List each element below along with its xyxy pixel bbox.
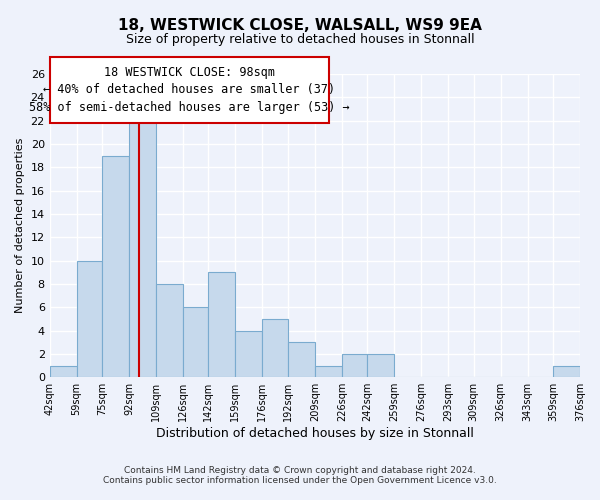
- Bar: [235, 330, 262, 377]
- X-axis label: Distribution of detached houses by size in Stonnall: Distribution of detached houses by size …: [156, 427, 474, 440]
- Bar: [50, 366, 77, 377]
- Bar: [367, 354, 394, 377]
- Text: 18 WESTWICK CLOSE: 98sqm: 18 WESTWICK CLOSE: 98sqm: [104, 66, 275, 79]
- Bar: [208, 272, 235, 377]
- Bar: [288, 342, 315, 377]
- Bar: [553, 366, 580, 377]
- Bar: [315, 366, 342, 377]
- Bar: [342, 354, 367, 377]
- Bar: [156, 284, 183, 377]
- Bar: [50, 56, 329, 123]
- Bar: [262, 319, 288, 377]
- Text: 58% of semi-detached houses are larger (53) →: 58% of semi-detached houses are larger (…: [29, 101, 350, 114]
- Bar: [77, 260, 102, 377]
- Text: ← 40% of detached houses are smaller (37): ← 40% of detached houses are smaller (37…: [43, 84, 335, 96]
- Text: 18, WESTWICK CLOSE, WALSALL, WS9 9EA: 18, WESTWICK CLOSE, WALSALL, WS9 9EA: [118, 18, 482, 32]
- Y-axis label: Number of detached properties: Number of detached properties: [15, 138, 25, 314]
- Text: Size of property relative to detached houses in Stonnall: Size of property relative to detached ho…: [125, 32, 475, 46]
- Text: Contains HM Land Registry data © Crown copyright and database right 2024.
Contai: Contains HM Land Registry data © Crown c…: [103, 466, 497, 485]
- Bar: [102, 156, 129, 377]
- Bar: [183, 307, 208, 377]
- Bar: [129, 120, 156, 377]
